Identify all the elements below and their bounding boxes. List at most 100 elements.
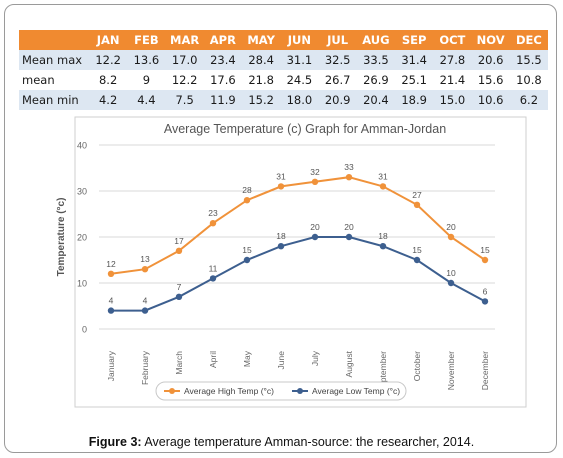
data-label: 20 xyxy=(344,222,354,232)
data-point xyxy=(107,307,115,314)
data-point xyxy=(277,183,285,190)
table-cell: 33.5 xyxy=(356,50,395,70)
table-cell: 26.7 xyxy=(318,70,357,90)
data-label: 18 xyxy=(276,231,286,241)
caption-text: Average temperature Amman-source: the re… xyxy=(141,435,475,449)
data-point xyxy=(141,266,149,273)
legend-swatch-marker xyxy=(297,388,303,394)
table-cell: 32.5 xyxy=(318,50,357,70)
table-cell: 4.2 xyxy=(89,90,128,110)
table-cell: 7.5 xyxy=(165,90,204,110)
y-tick-label: 40 xyxy=(77,141,87,151)
table-cell: 31.4 xyxy=(395,50,434,70)
table-header-cell: AUG xyxy=(356,30,395,50)
data-point xyxy=(311,178,319,185)
data-label: 12 xyxy=(106,259,116,269)
caption-label: Figure 3: xyxy=(88,435,142,449)
data-label: 18 xyxy=(378,231,388,241)
data-label: 31 xyxy=(276,171,286,181)
x-tick-label: January xyxy=(106,350,116,381)
table-header-cell: DEC xyxy=(509,30,548,50)
legend-label: Average High Temp (°c) xyxy=(184,386,274,396)
table-header-cell: NOV xyxy=(471,30,510,50)
data-label: 20 xyxy=(446,222,456,232)
x-tick-label: November xyxy=(446,351,456,390)
table-cell: 25.1 xyxy=(395,70,434,90)
data-label: 13 xyxy=(140,254,150,264)
y-axis-label: Temperature (°c) xyxy=(56,198,67,277)
figure-frame: JAN FEB MAR APR MAY JUN JUL AUG SEP OCT … xyxy=(4,4,557,453)
data-label: 28 xyxy=(242,185,252,195)
data-point xyxy=(379,243,387,250)
data-label: 4 xyxy=(109,296,114,306)
temperature-table: JAN FEB MAR APR MAY JUN JUL AUG SEP OCT … xyxy=(19,30,548,110)
x-tick-label: April xyxy=(208,351,218,368)
table-cell: 31.1 xyxy=(280,50,319,70)
table-header-cell: JAN xyxy=(89,30,128,50)
table-cell: 12.2 xyxy=(89,50,128,70)
table-cell: 20.6 xyxy=(471,50,510,70)
table-cell: 15.6 xyxy=(471,70,510,90)
data-point xyxy=(413,256,421,264)
data-label: 10 xyxy=(446,268,456,278)
y-tick-label: 30 xyxy=(77,187,87,197)
table-header-cell xyxy=(19,30,89,50)
table-cell: 18.9 xyxy=(395,90,434,110)
data-label: 4 xyxy=(143,296,148,306)
x-tick-label: August xyxy=(344,350,354,377)
data-label: 17 xyxy=(174,236,184,246)
table-cell: 10.6 xyxy=(471,90,510,110)
data-point xyxy=(481,256,489,264)
data-point xyxy=(243,197,251,204)
table-header-cell: APR xyxy=(203,30,242,50)
table-cell: 15.5 xyxy=(509,50,548,70)
table-cell: 28.4 xyxy=(242,50,281,70)
data-label: 33 xyxy=(344,162,354,172)
table-header-row: JAN FEB MAR APR MAY JUN JUL AUG SEP OCT … xyxy=(19,30,548,50)
legend-swatch-marker xyxy=(169,388,175,394)
table-cell: 9 xyxy=(127,70,166,90)
data-point xyxy=(107,270,115,277)
table-header-cell: FEB xyxy=(127,30,166,50)
data-label: 15 xyxy=(480,245,490,255)
series-line xyxy=(111,236,486,312)
data-point xyxy=(277,243,285,250)
table-cell: 10.8 xyxy=(509,70,548,90)
table-cell: 6.2 xyxy=(509,90,548,110)
data-point xyxy=(209,220,217,227)
data-label: 6 xyxy=(483,286,488,296)
data-point xyxy=(175,247,183,254)
table-cell: 12.2 xyxy=(165,70,204,90)
table-cell: 21.8 xyxy=(242,70,281,90)
data-point xyxy=(379,183,387,190)
x-tick-label: March xyxy=(174,351,184,375)
data-point xyxy=(447,279,455,287)
chart-border xyxy=(74,116,527,408)
temperature-line-chart: Average Temperature (c) Graph for Amman-… xyxy=(56,116,527,408)
data-label: 20 xyxy=(310,222,320,232)
x-tick-label: September xyxy=(378,351,388,393)
table-cell: 13.6 xyxy=(127,50,166,70)
table-cell: 17.6 xyxy=(203,70,242,90)
data-point xyxy=(447,233,455,241)
data-point xyxy=(243,256,251,264)
y-tick-label: 0 xyxy=(82,325,87,335)
table-cell: 23.4 xyxy=(203,50,242,70)
data-label: 15 xyxy=(242,245,252,255)
table-cell: 4.4 xyxy=(127,90,166,110)
data-label: 15 xyxy=(412,245,422,255)
table-header-cell: MAR xyxy=(165,30,204,50)
row-label: Mean min xyxy=(19,90,89,110)
x-tick-label: December xyxy=(480,351,490,390)
table-header-cell: JUN xyxy=(280,30,319,50)
data-point xyxy=(311,233,319,241)
table-row: mean 8.2 9 12.2 17.6 21.8 24.5 26.7 26.9… xyxy=(19,70,548,90)
table-header-cell: MAY xyxy=(242,30,281,50)
table-cell: 24.5 xyxy=(280,70,319,90)
table-header-cell: JUL xyxy=(318,30,357,50)
x-tick-label: July xyxy=(310,350,320,366)
y-tick-label: 20 xyxy=(77,233,87,243)
data-point xyxy=(481,298,489,305)
legend-label: Average Low Temp (°c) xyxy=(312,386,400,396)
chart-title: Average Temperature (c) Graph for Amman-… xyxy=(164,122,446,136)
